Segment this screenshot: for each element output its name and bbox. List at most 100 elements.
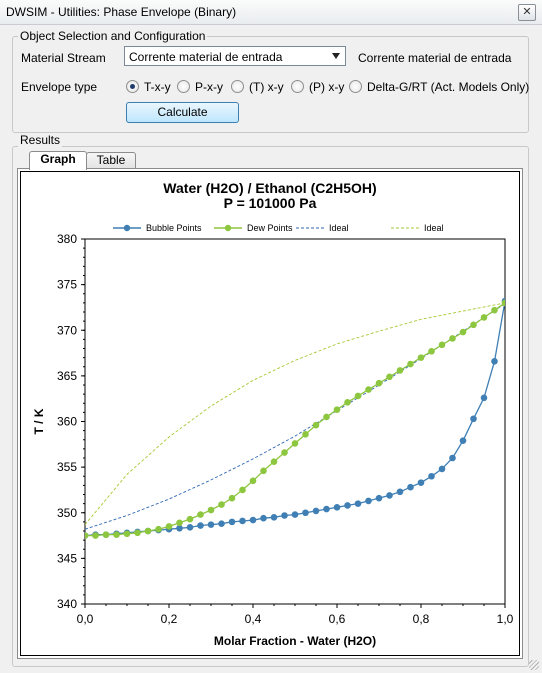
series-line-ideal bbox=[85, 303, 505, 530]
radio-dot[interactable] bbox=[349, 80, 362, 93]
data-point-bubble-points bbox=[386, 492, 393, 499]
material-stream-value: Corrente material de entrada bbox=[129, 50, 283, 64]
data-point-bubble-points bbox=[176, 524, 183, 532]
material-stream-echo: Corrente material de entrada bbox=[358, 51, 512, 65]
x-tick-label: 0,4 bbox=[245, 612, 262, 626]
plot-area-border bbox=[84, 238, 506, 605]
chart-frame: Water (H2O) / Ethanol (C2H5OH) P = 101000… bbox=[20, 171, 520, 656]
data-point-dew-points bbox=[449, 335, 456, 342]
window-titlebar: DWSIM - Utilities: Phase Envelope (Binar… bbox=[0, 0, 542, 25]
data-point-dew-points bbox=[113, 531, 120, 538]
close-button[interactable]: ✕ bbox=[518, 4, 536, 21]
data-point-dew-points bbox=[249, 477, 257, 485]
x-tick-label: 0,0 bbox=[77, 612, 94, 626]
chevron-down-icon[interactable] bbox=[332, 53, 340, 59]
graph-panel: Water (H2O) / Ethanol (C2H5OH) P = 101000… bbox=[17, 168, 523, 659]
data-point-dew-points bbox=[239, 486, 246, 494]
series-line-bubble-points bbox=[85, 300, 505, 537]
data-point-dew-points bbox=[291, 440, 299, 447]
radio-dot[interactable] bbox=[291, 80, 304, 93]
radio-dot[interactable] bbox=[126, 80, 139, 93]
data-point-dew-points bbox=[438, 341, 446, 349]
data-point-dew-points bbox=[365, 386, 372, 393]
y-tick-label: 370 bbox=[57, 323, 77, 337]
data-point-dew-points bbox=[218, 501, 225, 508]
data-point-dew-points bbox=[459, 328, 467, 336]
y-tick-label: 345 bbox=[57, 551, 77, 565]
legend-label: Dew Points bbox=[247, 223, 293, 233]
tab-table[interactable]: Table bbox=[86, 152, 136, 169]
data-point-dew-points bbox=[260, 467, 267, 475]
data-point-dew-points bbox=[176, 519, 183, 527]
data-point-bubble-points bbox=[228, 518, 236, 526]
x-tick-label: 0,8 bbox=[413, 612, 430, 626]
material-stream-select[interactable]: Corrente material de entrada bbox=[124, 46, 346, 66]
phase-envelope-chart[interactable]: Water (H2O) / Ethanol (C2H5OH)P = 101000… bbox=[21, 172, 519, 655]
x-tick-label: 1,0 bbox=[497, 612, 514, 626]
data-point-bubble-points bbox=[417, 479, 425, 486]
data-point-bubble-points bbox=[449, 454, 456, 462]
radio-label: Delta-G/RT (Act. Models Only) bbox=[367, 80, 530, 94]
data-point-bubble-points bbox=[260, 514, 267, 522]
radio-label: (T) x-y bbox=[249, 80, 284, 94]
data-point-bubble-points bbox=[365, 497, 372, 505]
y-tick-label: 355 bbox=[57, 460, 77, 474]
data-point-bubble-points bbox=[428, 472, 435, 480]
data-point-dew-points bbox=[144, 527, 152, 535]
data-point-dew-points bbox=[344, 399, 351, 406]
close-icon[interactable]: ✕ bbox=[522, 6, 532, 18]
data-point-bubble-points bbox=[470, 415, 477, 423]
data-point-dew-points bbox=[102, 531, 110, 538]
x-tick-label: 0,6 bbox=[329, 612, 346, 626]
data-point-bubble-points bbox=[407, 483, 414, 491]
calculate-button[interactable]: Calculate bbox=[126, 102, 239, 123]
data-point-bubble-points bbox=[249, 516, 257, 524]
envelope-type-label: Envelope type bbox=[21, 80, 98, 94]
x-axis-label: Molar Fraction - Water (H2O) bbox=[214, 634, 376, 648]
results-group bbox=[12, 146, 529, 667]
legend-label: Ideal bbox=[329, 223, 349, 233]
chart-subtitle: P = 101000 Pa bbox=[224, 195, 317, 211]
data-point-dew-points bbox=[228, 494, 236, 502]
data-point-bubble-points bbox=[396, 488, 404, 496]
data-point-bubble-points bbox=[438, 465, 446, 473]
y-tick-label: 360 bbox=[57, 415, 77, 429]
data-point-dew-points bbox=[270, 458, 278, 465]
y-tick-label: 375 bbox=[57, 278, 77, 292]
data-point-bubble-points bbox=[270, 514, 278, 521]
legend-marker bbox=[224, 224, 232, 232]
data-point-dew-points bbox=[333, 406, 341, 413]
radio-dot[interactable] bbox=[177, 80, 190, 93]
data-point-dew-points bbox=[165, 523, 173, 530]
radio-label: P-x-y bbox=[195, 80, 223, 94]
data-point-dew-points bbox=[480, 314, 488, 321]
data-point-dew-points bbox=[186, 515, 194, 523]
data-point-dew-points bbox=[207, 506, 215, 514]
data-point-dew-points bbox=[312, 421, 320, 429]
data-point-bubble-points bbox=[291, 511, 299, 518]
data-point-bubble-points bbox=[459, 437, 467, 444]
radio-label: T-x-y bbox=[144, 80, 171, 94]
data-point-bubble-points bbox=[197, 522, 204, 529]
legend-label: Ideal bbox=[424, 223, 444, 233]
data-point-dew-points bbox=[396, 367, 404, 374]
data-point-dew-points bbox=[354, 392, 362, 400]
data-point-dew-points bbox=[491, 306, 498, 314]
data-point-bubble-points bbox=[354, 500, 362, 507]
data-point-bubble-points bbox=[207, 521, 215, 528]
radio-dot[interactable] bbox=[231, 80, 244, 93]
tab-graph[interactable]: Graph bbox=[29, 151, 87, 170]
y-tick-label: 380 bbox=[57, 232, 77, 246]
data-point-dew-points bbox=[501, 299, 505, 307]
data-point-bubble-points bbox=[281, 512, 288, 519]
series-line-dew-points bbox=[85, 302, 505, 537]
data-point-bubble-points bbox=[491, 357, 498, 365]
data-point-bubble-points bbox=[480, 394, 488, 402]
data-point-bubble-points bbox=[375, 494, 383, 502]
results-group-title: Results bbox=[18, 133, 63, 147]
data-point-dew-points bbox=[134, 529, 141, 537]
data-point-bubble-points bbox=[344, 502, 351, 509]
legend-marker bbox=[123, 224, 131, 232]
resize-grip[interactable] bbox=[529, 660, 539, 670]
legend-label: Bubble Points bbox=[146, 223, 202, 233]
